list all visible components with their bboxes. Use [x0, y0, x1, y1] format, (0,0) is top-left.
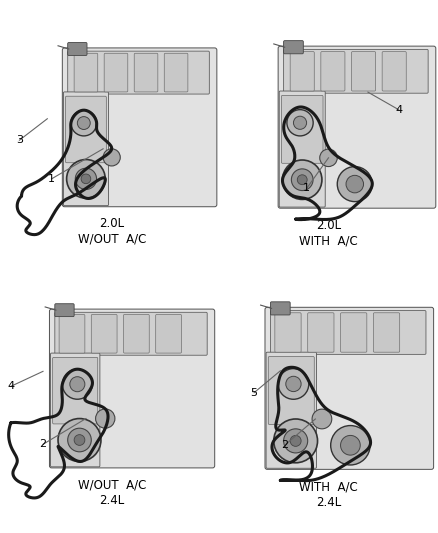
Circle shape [71, 110, 97, 136]
Circle shape [62, 369, 92, 399]
Text: W/OUT  A/C: W/OUT A/C [78, 479, 146, 491]
FancyBboxPatch shape [134, 53, 158, 92]
Circle shape [293, 116, 307, 130]
Circle shape [340, 435, 360, 455]
FancyBboxPatch shape [382, 52, 406, 91]
FancyBboxPatch shape [284, 50, 428, 93]
Text: 4: 4 [395, 104, 402, 115]
FancyBboxPatch shape [275, 313, 301, 352]
FancyBboxPatch shape [278, 46, 436, 208]
FancyBboxPatch shape [266, 352, 316, 469]
FancyBboxPatch shape [341, 313, 367, 352]
Circle shape [287, 110, 313, 136]
Circle shape [331, 425, 370, 465]
Circle shape [346, 175, 364, 193]
Text: 2.4L: 2.4L [316, 496, 341, 508]
FancyBboxPatch shape [307, 313, 334, 352]
Text: WITH  A/C: WITH A/C [299, 235, 358, 247]
Text: 2: 2 [39, 439, 46, 449]
FancyBboxPatch shape [50, 353, 100, 467]
Circle shape [291, 169, 313, 191]
FancyBboxPatch shape [68, 43, 87, 55]
FancyBboxPatch shape [164, 53, 188, 92]
Circle shape [283, 429, 307, 453]
FancyBboxPatch shape [373, 313, 399, 352]
FancyBboxPatch shape [321, 52, 345, 91]
Circle shape [81, 174, 91, 184]
Circle shape [68, 428, 91, 452]
Circle shape [95, 409, 115, 428]
Text: W/OUT  A/C: W/OUT A/C [78, 232, 146, 246]
FancyBboxPatch shape [284, 41, 303, 54]
FancyBboxPatch shape [124, 314, 149, 353]
FancyBboxPatch shape [59, 314, 85, 353]
FancyBboxPatch shape [268, 357, 314, 424]
FancyBboxPatch shape [270, 311, 426, 354]
Circle shape [337, 167, 372, 201]
Text: 2.4L: 2.4L [99, 494, 124, 507]
FancyBboxPatch shape [351, 52, 376, 91]
FancyBboxPatch shape [265, 308, 434, 470]
Circle shape [312, 409, 332, 429]
Text: 1: 1 [48, 174, 55, 184]
FancyBboxPatch shape [104, 53, 128, 92]
Text: 2.0L: 2.0L [99, 217, 124, 230]
FancyBboxPatch shape [91, 314, 117, 353]
Text: 1: 1 [303, 183, 310, 193]
FancyBboxPatch shape [66, 96, 106, 163]
FancyBboxPatch shape [155, 314, 181, 353]
FancyBboxPatch shape [62, 48, 217, 207]
Text: 4: 4 [7, 381, 14, 391]
Circle shape [67, 159, 105, 198]
Text: 2: 2 [281, 440, 288, 450]
FancyBboxPatch shape [68, 51, 209, 94]
FancyBboxPatch shape [270, 302, 290, 315]
FancyBboxPatch shape [279, 91, 325, 207]
FancyBboxPatch shape [281, 95, 323, 163]
FancyBboxPatch shape [55, 312, 207, 355]
Circle shape [58, 418, 101, 462]
FancyBboxPatch shape [74, 53, 98, 92]
FancyBboxPatch shape [64, 92, 109, 206]
Text: 5: 5 [251, 387, 258, 398]
Circle shape [286, 376, 301, 392]
Text: 3: 3 [16, 135, 23, 145]
Circle shape [75, 168, 96, 189]
FancyBboxPatch shape [290, 52, 314, 91]
FancyBboxPatch shape [53, 358, 98, 424]
Circle shape [103, 149, 120, 166]
Text: WITH  A/C: WITH A/C [299, 480, 358, 494]
Circle shape [70, 377, 85, 392]
Text: 2.0L: 2.0L [316, 219, 341, 232]
FancyBboxPatch shape [55, 304, 74, 317]
Circle shape [290, 435, 301, 446]
Circle shape [278, 369, 309, 399]
FancyBboxPatch shape [49, 309, 215, 468]
Circle shape [78, 117, 90, 130]
Circle shape [274, 419, 318, 463]
Circle shape [283, 160, 322, 199]
Circle shape [74, 434, 85, 446]
Circle shape [297, 175, 307, 184]
Circle shape [320, 149, 337, 167]
